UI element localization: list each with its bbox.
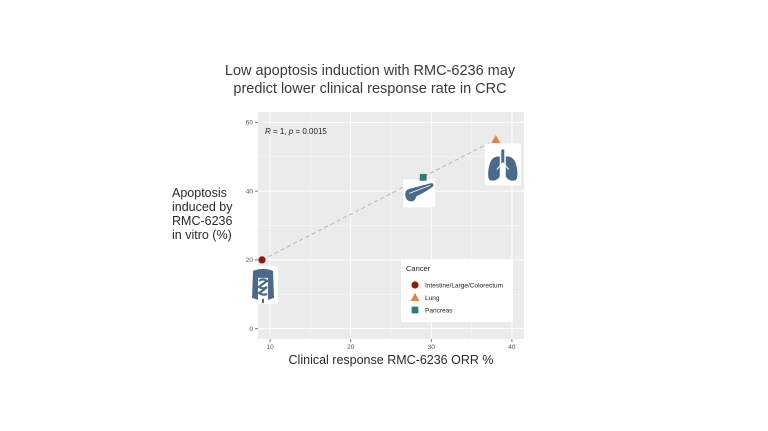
- correlation-annotation: R = 1, p = 0.0015: [265, 127, 327, 136]
- chart-title-line-2: predict lower clinical response rate in …: [233, 81, 507, 97]
- legend-marker: [411, 281, 419, 289]
- data-point: [419, 173, 427, 181]
- legend-title: Cancer: [406, 264, 431, 273]
- legend: Cancer Intestine/Large/Colorectum Lung Panc…: [401, 259, 513, 322]
- intestine-icon: [248, 265, 279, 304]
- x-tick-label: 20: [347, 344, 355, 351]
- data-point: [491, 135, 501, 144]
- y-tick-label: 20: [246, 257, 254, 264]
- y-axis-label-line-1: Apoptosis: [172, 186, 227, 200]
- y-axis-label: Apoptosis induced by RMC-6236 in vitro (…: [172, 186, 252, 242]
- x-axis-label: Clinical response RMC-6236 ORR %: [288, 353, 494, 367]
- y-tick-label: 40: [246, 188, 254, 195]
- legend-label: Pancreas: [425, 307, 453, 314]
- data-point: [258, 256, 266, 264]
- x-tick-label: 40: [508, 344, 516, 351]
- y-axis-label-line-4: in vitro (%): [172, 228, 232, 242]
- x-tick-label: 30: [428, 344, 436, 351]
- pancreas-icon: [403, 179, 436, 208]
- y-axis-label-line-3: RMC-6236: [172, 214, 233, 228]
- chart-title-line-1: Low apoptosis induction with RMC-6236 ma…: [224, 63, 516, 79]
- legend-marker: [411, 306, 419, 314]
- legend-label: Intestine/Large/Colorectum: [425, 282, 503, 289]
- y-tick-label: 0: [249, 326, 253, 333]
- legend-marker: [410, 293, 420, 301]
- x-tick-label: 10: [266, 344, 274, 351]
- legend-box: [401, 259, 513, 322]
- y-axis-label-line-2: induced by: [172, 200, 233, 214]
- trend-line: [261, 139, 497, 261]
- y-tick-label: 60: [246, 120, 254, 127]
- chart-title: Low apoptosis induction with RMC-6236 ma…: [200, 62, 540, 98]
- legend-label: Lung: [425, 295, 440, 302]
- lungs-icon: [484, 143, 521, 186]
